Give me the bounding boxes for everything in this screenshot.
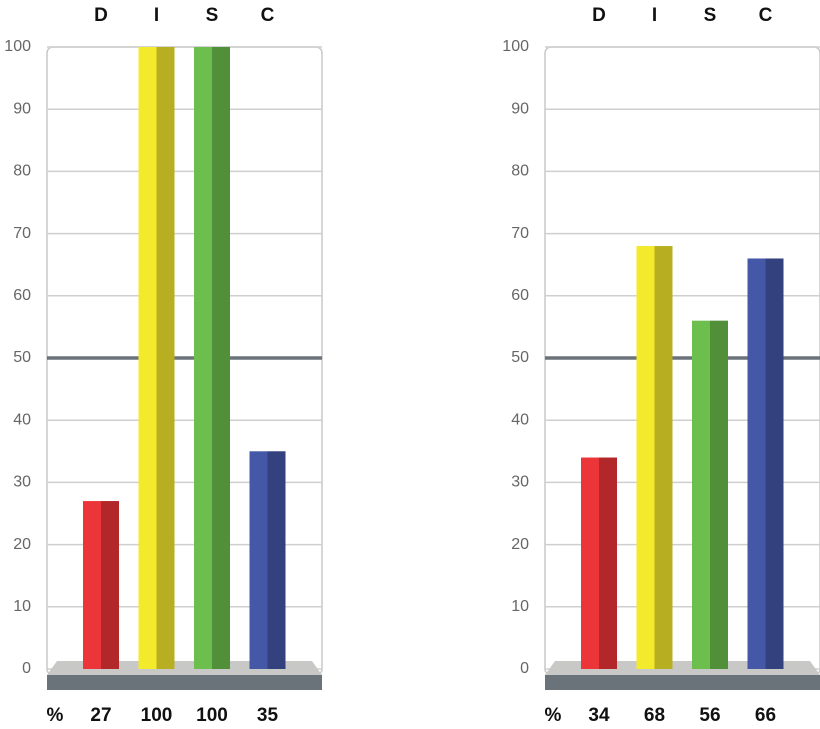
y-tick-label: 70 xyxy=(13,225,31,242)
bar-shade xyxy=(101,501,119,669)
category-label: C xyxy=(759,5,773,26)
y-tick-label: 10 xyxy=(511,598,529,615)
y-tick-label: 90 xyxy=(13,100,31,117)
value-label: 100 xyxy=(196,705,228,726)
bar xyxy=(83,501,119,669)
category-label: D xyxy=(94,5,108,26)
y-tick-label: 20 xyxy=(13,536,31,553)
value-label: 27 xyxy=(90,705,111,726)
y-tick-label: 50 xyxy=(13,349,31,366)
bar xyxy=(138,47,175,669)
y-tick-label: 30 xyxy=(13,474,31,491)
category-label: D xyxy=(592,5,606,26)
value-row-label: % xyxy=(545,705,562,726)
y-tick-label: 30 xyxy=(511,474,529,491)
bar-shade xyxy=(599,457,617,669)
value-label: 35 xyxy=(257,705,279,726)
floor-base xyxy=(545,675,820,690)
value-label: 100 xyxy=(141,705,173,726)
value-label: 34 xyxy=(588,705,610,726)
y-tick-label: 90 xyxy=(511,100,529,117)
bar xyxy=(636,246,673,670)
y-tick-label: 50 xyxy=(511,349,529,366)
y-tick-label: 40 xyxy=(511,411,529,428)
y-tick-label: 0 xyxy=(520,660,529,677)
bar-shade xyxy=(765,258,784,669)
value-row-label: % xyxy=(47,705,64,726)
category-label: I xyxy=(154,5,159,26)
bar-shade xyxy=(156,47,175,669)
floor-base xyxy=(47,675,322,690)
y-tick-label: 60 xyxy=(13,287,31,304)
y-tick-label: 60 xyxy=(511,287,529,304)
bar-shade xyxy=(710,320,728,669)
category-label: I xyxy=(652,5,657,26)
y-tick-label: 0 xyxy=(22,660,31,677)
bar-shade xyxy=(267,451,286,669)
y-tick-label: 70 xyxy=(511,225,529,242)
y-tick-label: 100 xyxy=(502,38,529,55)
bar xyxy=(249,451,286,669)
category-label: S xyxy=(704,5,717,26)
bar xyxy=(692,320,728,669)
value-label: 66 xyxy=(755,705,776,726)
value-label: 68 xyxy=(644,705,665,726)
bar xyxy=(194,47,230,669)
category-label: C xyxy=(261,5,275,26)
bar-shade xyxy=(212,47,230,669)
bar xyxy=(747,258,784,669)
y-tick-label: 10 xyxy=(13,598,31,615)
y-tick-label: 80 xyxy=(511,163,529,180)
bar xyxy=(581,457,617,669)
y-tick-label: 20 xyxy=(511,536,529,553)
value-label: 56 xyxy=(699,705,720,726)
bar-shade xyxy=(654,246,673,670)
category-label: S xyxy=(206,5,219,26)
y-tick-label: 80 xyxy=(13,163,31,180)
y-tick-label: 100 xyxy=(4,38,31,55)
y-tick-label: 40 xyxy=(13,411,31,428)
